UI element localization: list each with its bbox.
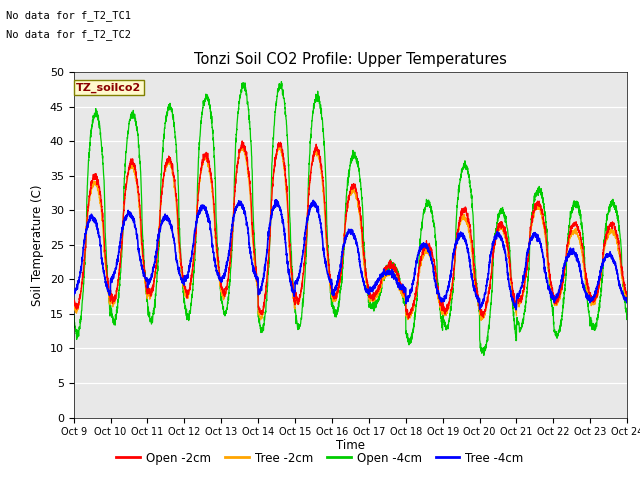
Text: No data for f_T2_TC1: No data for f_T2_TC1 <box>6 10 131 21</box>
Text: No data for f_T2_TC2: No data for f_T2_TC2 <box>6 29 131 40</box>
Text: TZ_soilco2: TZ_soilco2 <box>76 83 141 93</box>
Title: Tonzi Soil CO2 Profile: Upper Temperatures: Tonzi Soil CO2 Profile: Upper Temperatur… <box>194 52 507 67</box>
Y-axis label: Soil Temperature (C): Soil Temperature (C) <box>31 184 44 306</box>
Legend: Open -2cm, Tree -2cm, Open -4cm, Tree -4cm: Open -2cm, Tree -2cm, Open -4cm, Tree -4… <box>112 447 528 469</box>
X-axis label: Time: Time <box>336 439 365 452</box>
